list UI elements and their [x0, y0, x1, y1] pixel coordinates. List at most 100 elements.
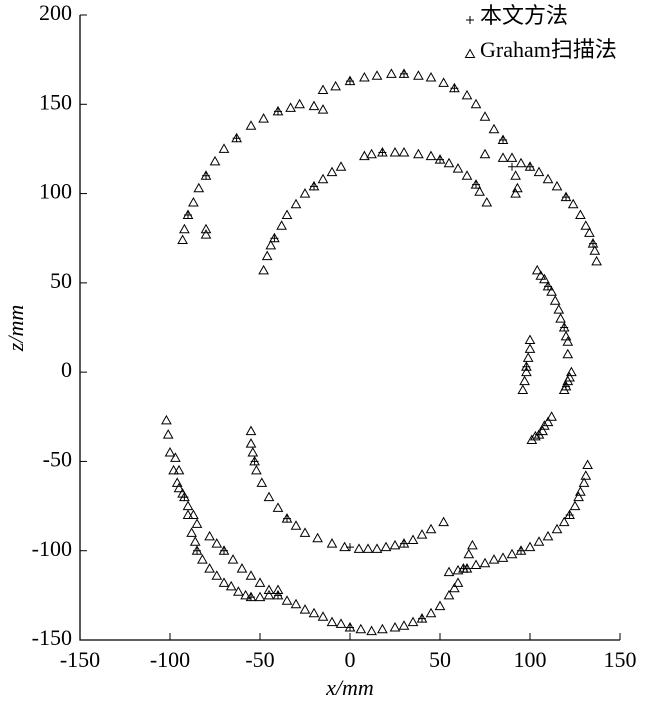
point	[204, 563, 215, 573]
point	[265, 239, 277, 250]
point	[211, 570, 223, 580]
point	[533, 166, 545, 177]
point	[425, 523, 437, 534]
point	[434, 154, 446, 164]
point	[452, 163, 464, 173]
point	[521, 361, 532, 371]
x-tick-label: 150	[604, 647, 637, 672]
point	[438, 77, 449, 87]
point	[413, 70, 424, 80]
point	[188, 196, 199, 207]
point	[251, 464, 262, 475]
point	[281, 513, 293, 523]
point	[389, 146, 401, 157]
point	[317, 84, 329, 94]
point	[542, 530, 554, 541]
point	[452, 564, 464, 575]
point	[263, 491, 275, 502]
y-tick-label: 150	[39, 89, 72, 114]
x-tick-label: -100	[150, 647, 190, 672]
point	[240, 589, 251, 600]
point	[326, 538, 338, 548]
point	[218, 143, 230, 153]
point	[272, 502, 284, 512]
point	[535, 270, 547, 280]
point	[575, 209, 586, 219]
point	[416, 613, 428, 623]
point	[524, 334, 536, 344]
point	[470, 98, 482, 109]
point	[281, 209, 293, 219]
point	[312, 532, 323, 543]
point	[299, 604, 311, 614]
point	[497, 552, 509, 562]
point	[470, 179, 482, 189]
point	[533, 536, 545, 546]
point	[546, 286, 557, 296]
point	[530, 430, 541, 441]
point	[558, 321, 570, 332]
point	[254, 577, 266, 587]
point	[161, 414, 172, 425]
point	[567, 198, 579, 209]
point	[272, 105, 284, 116]
point	[515, 157, 527, 168]
point	[582, 459, 593, 469]
legend-label: 本文方法	[480, 3, 568, 28]
point	[377, 146, 388, 157]
point	[218, 545, 230, 555]
point	[443, 589, 455, 600]
point	[317, 611, 329, 621]
point	[182, 500, 194, 511]
point	[589, 245, 601, 255]
point	[443, 566, 455, 577]
point	[580, 220, 592, 230]
point	[233, 586, 244, 596]
point	[537, 425, 548, 436]
point	[386, 68, 397, 78]
point	[200, 170, 212, 180]
point	[326, 616, 338, 627]
point	[560, 191, 572, 202]
point	[407, 616, 419, 627]
point	[188, 509, 199, 519]
point	[474, 186, 485, 196]
point	[389, 539, 401, 550]
point	[506, 548, 518, 559]
point	[434, 600, 446, 611]
y-tick-label: 50	[50, 268, 72, 293]
point	[245, 425, 257, 436]
point	[245, 120, 257, 130]
point	[344, 621, 356, 632]
point	[497, 152, 509, 162]
point	[231, 132, 242, 143]
y-tick-label: 0	[61, 357, 72, 382]
point	[488, 554, 500, 564]
point	[276, 220, 287, 230]
point	[200, 223, 212, 234]
x-tick-label: 50	[429, 647, 451, 672]
point	[515, 545, 527, 555]
point	[245, 438, 257, 448]
point	[558, 516, 570, 527]
point	[438, 516, 449, 527]
point	[562, 336, 574, 346]
point	[371, 543, 383, 553]
point	[587, 238, 599, 248]
point	[389, 621, 401, 632]
point	[272, 584, 284, 594]
point	[285, 102, 296, 112]
y-axis-label: z/mm	[3, 305, 28, 352]
point	[470, 559, 482, 569]
point	[479, 111, 491, 121]
point	[189, 536, 201, 546]
point	[254, 591, 266, 602]
point	[449, 82, 460, 93]
point	[508, 162, 516, 171]
point	[200, 229, 212, 239]
point	[522, 352, 534, 362]
point	[339, 541, 350, 552]
point	[227, 554, 239, 564]
point	[553, 304, 565, 314]
point	[461, 170, 473, 180]
